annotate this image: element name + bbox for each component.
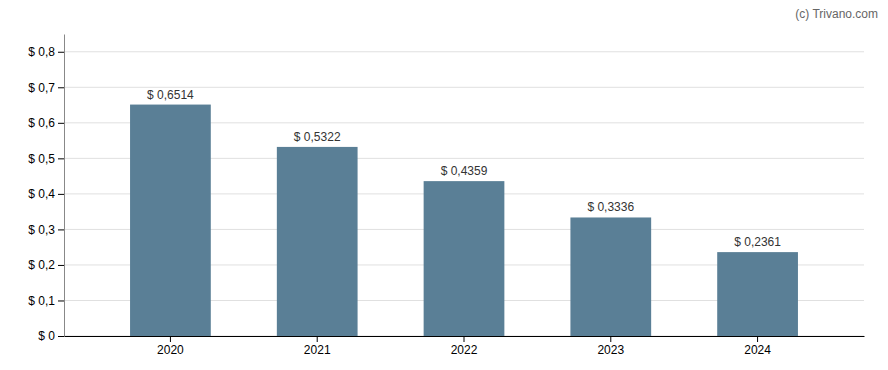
x-tick-label: 2024 — [744, 343, 771, 357]
x-tick: 2020 — [157, 336, 184, 357]
y-tick-label: $ 0,8 — [28, 45, 55, 59]
x-tick: 2024 — [744, 336, 771, 357]
data-label: $ 0,5322 — [294, 130, 341, 144]
annotation: (c) Trivano.com — [795, 7, 878, 21]
y-tick-mark — [58, 300, 64, 301]
data-label: $ 0,4359 — [441, 164, 488, 178]
y-tick-mark — [58, 123, 64, 124]
bar — [424, 181, 505, 336]
chart: $ 0 $ 0,1 $ 0,2 $ 0,3 $ 0,4 $ 0,5 $ 0,6 $ 0,7 $ … — [0, 0, 888, 370]
y-tick-label: $ 0,5 — [28, 152, 55, 166]
x-tick: 2021 — [304, 336, 331, 357]
x-axis: 2020 2021 2022 2023 2024 — [65, 336, 865, 357]
y-axis: $ 0 $ 0,1 $ 0,2 $ 0,3 $ 0,4 $ 0,5 $ 0,6 $ 0,7 $ … — [28, 35, 64, 344]
bar — [277, 147, 358, 336]
y-tick: $ 0,7 — [28, 81, 64, 95]
y-tick-mark — [58, 336, 64, 337]
x-tick-mark — [610, 336, 611, 342]
y-tick-label: $ 0,4 — [28, 187, 55, 201]
y-axis-line — [64, 35, 65, 337]
y-tick-mark — [58, 194, 64, 195]
y-tick-mark — [58, 158, 64, 159]
data-label: $ 0,6514 — [147, 88, 194, 102]
x-tick: 2023 — [597, 336, 624, 357]
y-tick: $ 0,5 — [28, 152, 64, 166]
grid-line — [64, 51, 864, 52]
x-tick-label: 2020 — [157, 343, 184, 357]
x-tick-mark — [170, 336, 171, 342]
bar — [130, 105, 211, 336]
y-tick-mark — [58, 229, 64, 230]
y-tick-label: $ 0,2 — [28, 258, 55, 272]
y-tick-mark — [58, 265, 64, 266]
y-tick: $ 0,6 — [28, 116, 64, 130]
y-tick: $ 0,2 — [28, 258, 64, 272]
annotations: (c) Trivano.com — [795, 7, 878, 21]
data-labels: $ 0,6514 $ 0,5322 $ 0,4359 $ 0,3336 $ 0,2361 — [147, 88, 781, 250]
x-tick-mark — [464, 336, 465, 342]
plot-area: $ 0 $ 0,1 $ 0,2 $ 0,3 $ 0,4 $ 0,5 $ 0,6 $ 0,7 $ … — [28, 35, 864, 357]
y-tick-label: $ 0,6 — [28, 116, 55, 130]
y-tick-label: $ 0,3 — [28, 223, 55, 237]
y-tick: $ 0 — [38, 329, 64, 343]
x-tick-label: 2023 — [597, 343, 624, 357]
y-tick: $ 0,8 — [28, 45, 64, 59]
x-tick-label: 2022 — [451, 343, 478, 357]
y-tick-label: $ 0,1 — [28, 294, 55, 308]
x-tick-mark — [757, 336, 758, 342]
bar — [717, 252, 798, 336]
y-tick: $ 0,1 — [28, 294, 64, 308]
y-tick-mark — [58, 87, 64, 88]
data-label: $ 0,2361 — [734, 235, 781, 249]
bar — [570, 217, 651, 336]
y-tick-mark — [58, 52, 64, 53]
data-label: $ 0,3336 — [587, 200, 634, 214]
grid — [64, 52, 864, 336]
x-tick-label: 2021 — [304, 343, 331, 357]
y-tick: $ 0,3 — [28, 223, 64, 237]
y-tick: $ 0,4 — [28, 187, 64, 201]
bars — [130, 105, 798, 336]
x-tick-mark — [317, 336, 318, 342]
x-tick: 2022 — [451, 336, 478, 357]
y-tick-label: $ 0 — [38, 329, 55, 343]
y-tick-label: $ 0,7 — [28, 81, 55, 95]
